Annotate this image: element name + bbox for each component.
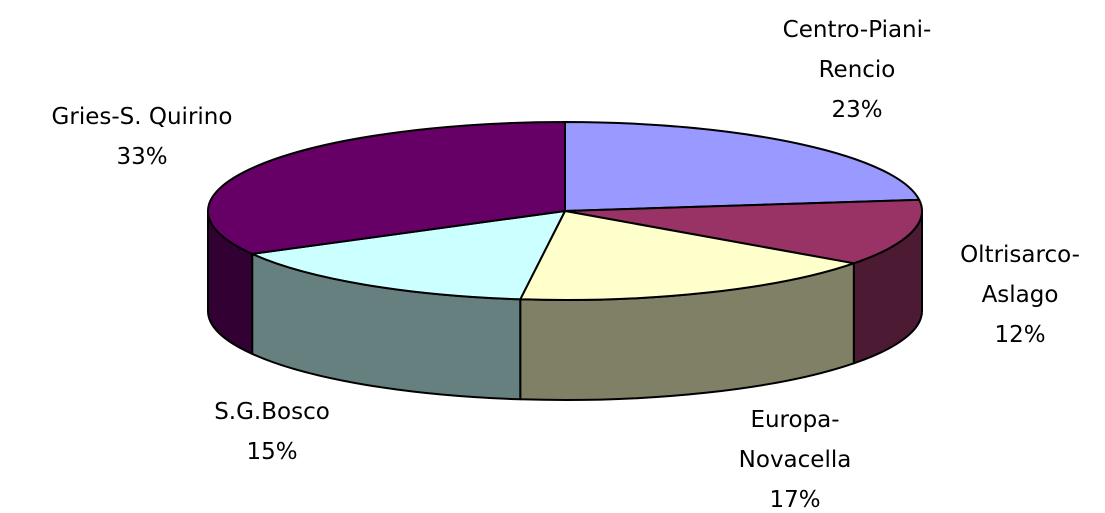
data-label: S.G.Bosco 15% (162, 392, 382, 472)
category-label: Gries-S. Quirino (51, 104, 233, 130)
category-label: Europa-Novacella (738, 407, 852, 473)
pie-slice (251, 210, 566, 301)
data-label: Oltrisarco-Aslago 12% (938, 235, 1103, 355)
pie-slice (207, 121, 566, 255)
category-label: Oltrisarco-Aslago (960, 242, 1080, 308)
data-label: Centro-Piani-Rencio 23% (750, 10, 965, 130)
category-label: Centro-Piani-Rencio (782, 17, 932, 83)
value-label: 33% (116, 144, 168, 170)
pie-slice (564, 198, 923, 265)
pie-slice (519, 210, 855, 301)
value-label: 23% (831, 97, 883, 123)
value-label: 15% (246, 439, 298, 465)
category-label: S.G.Bosco (214, 399, 330, 425)
value-label: 17% (769, 487, 821, 513)
data-label: Gries-S. Quirino 33% (7, 97, 277, 177)
pie-slice (564, 121, 921, 212)
data-label: Europa-Novacella 17% (713, 400, 878, 513)
value-label: 12% (994, 322, 1046, 348)
